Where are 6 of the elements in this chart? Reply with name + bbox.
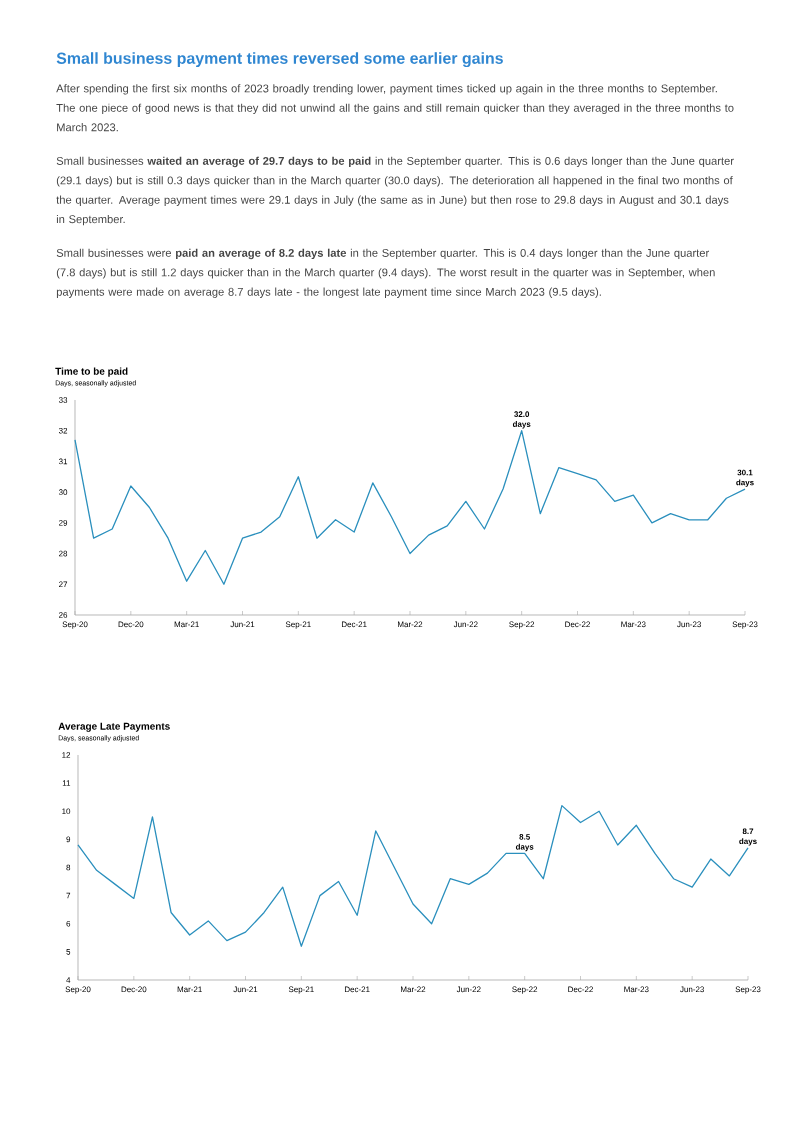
text: After spending the first six months of 2023 broadly trending lower, payment times ticked up again in the three months to September. The one piece of good news is that they did not unwind all the gains and still remain quicker than they averaged in the three months to March 2023. <box>56 84 734 132</box>
chart-title: Time to be paid <box>55 367 128 377</box>
text: Small businesses were paid an average of 8.2 days late in the September quarter. This is 0.4 days longer than the June quarter (7.8 days) but is still 1.2 days quicker than in the March quarter (9.4 days). The worst result in the quarter was in September, when payments were made on average 8.7 days late - the longest late payment time since March 2023 (9.5 days). <box>56 248 715 298</box>
text: Small businesses waited an average of 29.7 days to be paid in the September quarter. This is 0.6 days longer than the June quarter (29.1 days) but is still 0.3 days quicker than in the March quarter (30.0 days). The deterioration all happened in the final two months of the quarter. Average payment times were 29.1 days in July (the same as in June) but then rose to 29.8 days in August and 30.1 days in September. <box>56 156 734 226</box>
text: Small business payment times reversed some earlier gains <box>56 52 503 68</box>
chart-title: Average Late Payments <box>58 722 170 732</box>
